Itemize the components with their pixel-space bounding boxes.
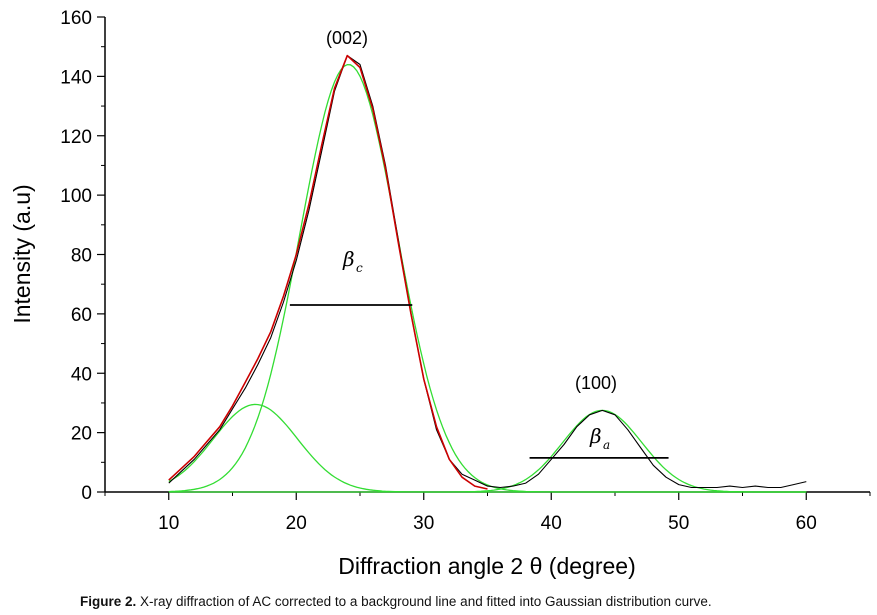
gaussian-fit-2 <box>168 403 807 493</box>
curves <box>168 54 807 493</box>
annotations: (002) (100) β c β a <box>326 28 617 452</box>
y-tick-label: 20 <box>71 424 92 445</box>
axes: 10 20 30 40 50 60 0 20 40 60 80 100 120 140 160 <box>60 8 871 534</box>
y-tick-label: 140 <box>60 67 92 88</box>
caption-label: Figure 2. <box>80 594 137 609</box>
y-tick-label: 100 <box>60 186 92 207</box>
x-tick-label: 10 <box>158 513 179 534</box>
y-tick-label: 80 <box>71 246 92 267</box>
y-axis-title: Intensity (a.u) <box>9 184 35 323</box>
figure-caption: Figure 2. X-ray diffraction of AC correc… <box>80 594 712 609</box>
cumulative-fit-curve <box>168 54 488 490</box>
xrd-chart: 10 20 30 40 50 60 0 20 40 60 80 100 120 140 160 (002) … <box>9 8 871 579</box>
peak-002-label: (002) <box>326 28 368 48</box>
x-axis-title: Diffraction angle 2 θ (degree) <box>338 553 635 579</box>
peak-100-label: (100) <box>575 373 617 393</box>
y-tick-label: 0 <box>81 483 92 504</box>
measured-curve <box>168 55 807 489</box>
beta-a-subscript: a <box>603 438 610 452</box>
beta-c-subscript: c <box>356 261 363 275</box>
x-tick-label: 60 <box>796 513 817 534</box>
y-tick-label: 160 <box>60 8 92 29</box>
x-tick-label: 50 <box>668 513 689 534</box>
gaussian-fit-3 <box>168 409 807 493</box>
y-tick-label: 60 <box>71 305 92 326</box>
x-tick-label: 30 <box>413 513 434 534</box>
y-tick-label: 40 <box>71 364 92 385</box>
gaussian-fit-1 <box>168 63 807 493</box>
x-tick-label: 40 <box>541 513 562 534</box>
beta-c-symbol: β <box>342 247 355 271</box>
beta-a-symbol: β <box>589 424 602 448</box>
y-tick-label: 120 <box>60 127 92 148</box>
x-tick-label: 20 <box>286 513 307 534</box>
caption-text: X-ray diffraction of AC corrected to a b… <box>136 594 712 609</box>
